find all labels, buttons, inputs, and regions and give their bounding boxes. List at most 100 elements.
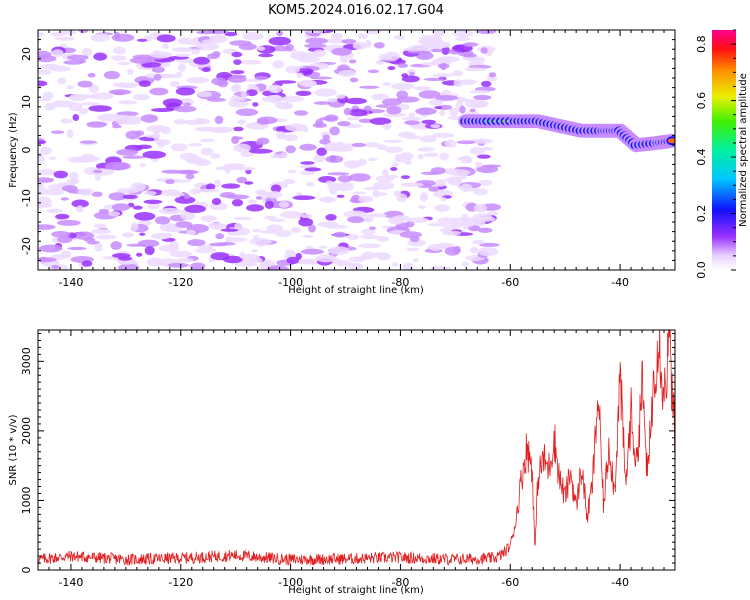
noise-cell bbox=[346, 234, 360, 240]
noise-cell bbox=[391, 82, 415, 90]
noise-cell bbox=[111, 33, 135, 42]
noise-cell bbox=[358, 118, 374, 124]
noise-cell bbox=[197, 91, 212, 98]
noise-cell bbox=[299, 143, 317, 151]
noise-cell bbox=[183, 119, 205, 125]
noise-cell bbox=[186, 157, 208, 165]
noise-cell bbox=[158, 244, 180, 252]
noise-cell bbox=[298, 164, 317, 169]
y-tick-label: 0 bbox=[20, 147, 33, 154]
noise-cell bbox=[67, 246, 87, 251]
noise-cell bbox=[274, 229, 292, 238]
noise-cell bbox=[292, 195, 316, 200]
noise-cell bbox=[215, 233, 225, 240]
noise-cell bbox=[417, 153, 424, 160]
noise-cell bbox=[329, 126, 340, 136]
noise-cell bbox=[185, 173, 195, 180]
noise-cell bbox=[176, 169, 199, 175]
noise-cell bbox=[90, 92, 114, 100]
snr-plot-area bbox=[38, 330, 675, 570]
noise-cell bbox=[405, 135, 421, 140]
noise-cell bbox=[333, 231, 347, 238]
noise-cell bbox=[238, 43, 257, 51]
noise-cell bbox=[136, 144, 152, 149]
noise-cell bbox=[130, 182, 146, 192]
noise-cell bbox=[132, 93, 150, 101]
noise-cell bbox=[177, 37, 194, 45]
noise-cell bbox=[415, 107, 437, 115]
noise-cell bbox=[351, 142, 367, 148]
noise-cell bbox=[38, 155, 45, 163]
noise-cell bbox=[439, 109, 446, 117]
noise-cell bbox=[449, 107, 460, 114]
colorbar-gradient bbox=[712, 30, 736, 270]
noise-cell bbox=[268, 84, 283, 94]
noise-cell bbox=[66, 85, 75, 90]
noise-cell bbox=[38, 169, 58, 176]
noise-cell bbox=[240, 59, 262, 65]
noise-cell bbox=[441, 89, 452, 96]
noise-cell bbox=[267, 265, 289, 270]
noise-cell bbox=[301, 234, 314, 238]
noise-cell bbox=[470, 147, 485, 156]
noise-cell bbox=[181, 98, 191, 103]
noise-cell bbox=[375, 60, 384, 65]
noise-cell bbox=[142, 150, 166, 159]
noise-cell bbox=[285, 145, 296, 154]
noise-cell bbox=[196, 30, 215, 35]
noise-cell bbox=[368, 226, 376, 230]
noise-cell bbox=[209, 34, 228, 44]
noise-cell bbox=[220, 228, 239, 232]
noise-cell bbox=[453, 245, 461, 254]
noise-cell bbox=[324, 114, 339, 122]
noise-cell bbox=[434, 95, 459, 101]
noise-cell bbox=[259, 261, 271, 270]
noise-cell bbox=[295, 90, 312, 97]
noise-cell bbox=[169, 81, 180, 87]
noise-cell bbox=[397, 63, 409, 68]
noise-cell bbox=[169, 250, 193, 258]
noise-cell bbox=[80, 102, 100, 106]
noise-cell bbox=[345, 97, 367, 105]
noise-cell bbox=[56, 219, 81, 226]
snr-series-line bbox=[38, 330, 675, 566]
noise-cell bbox=[473, 94, 492, 101]
track-core bbox=[667, 138, 675, 144]
noise-cell bbox=[146, 125, 168, 133]
noise-cell bbox=[386, 105, 402, 115]
noise-cell bbox=[477, 154, 491, 159]
noise-cell bbox=[331, 32, 344, 40]
noise-cell bbox=[393, 35, 405, 40]
noise-cell bbox=[325, 180, 334, 185]
noise-cell bbox=[93, 52, 108, 61]
noise-cell bbox=[352, 191, 366, 195]
noise-cell bbox=[387, 66, 396, 71]
noise-cell bbox=[165, 179, 175, 185]
noise-cell bbox=[358, 195, 374, 203]
noise-cell bbox=[285, 123, 308, 132]
noise-cell bbox=[428, 243, 443, 251]
noise-cell bbox=[285, 65, 301, 74]
noise-cell bbox=[235, 108, 259, 117]
noise-cell bbox=[284, 249, 295, 255]
noise-cell bbox=[385, 146, 403, 153]
noise-cell bbox=[452, 30, 473, 38]
noise-cell bbox=[488, 72, 497, 78]
noise-cell bbox=[315, 118, 324, 127]
noise-cell bbox=[227, 75, 247, 83]
noise-cell bbox=[431, 48, 443, 53]
noise-cell bbox=[343, 160, 361, 169]
noise-cell bbox=[280, 95, 305, 103]
noise-cell bbox=[432, 73, 455, 78]
spectrogram-x-axis: -140 -120 -100 -80 -60 -40 bbox=[37, 30, 676, 289]
noise-cell bbox=[110, 241, 122, 250]
colorbar-tick-label: 0.0 bbox=[695, 261, 708, 279]
y-tick-label: 10 bbox=[20, 95, 33, 109]
noise-cell bbox=[206, 183, 216, 191]
noise-cell bbox=[255, 196, 263, 200]
noise-cell bbox=[186, 77, 210, 84]
noise-cell bbox=[214, 115, 224, 125]
noise-cell bbox=[239, 251, 246, 259]
x-tick-label: -40 bbox=[611, 276, 629, 289]
x-tick-label: -120 bbox=[168, 576, 193, 589]
